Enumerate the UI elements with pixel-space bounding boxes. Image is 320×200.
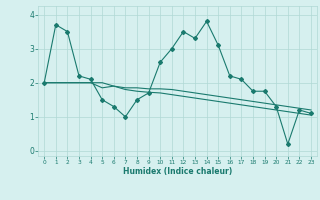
X-axis label: Humidex (Indice chaleur): Humidex (Indice chaleur) <box>123 167 232 176</box>
